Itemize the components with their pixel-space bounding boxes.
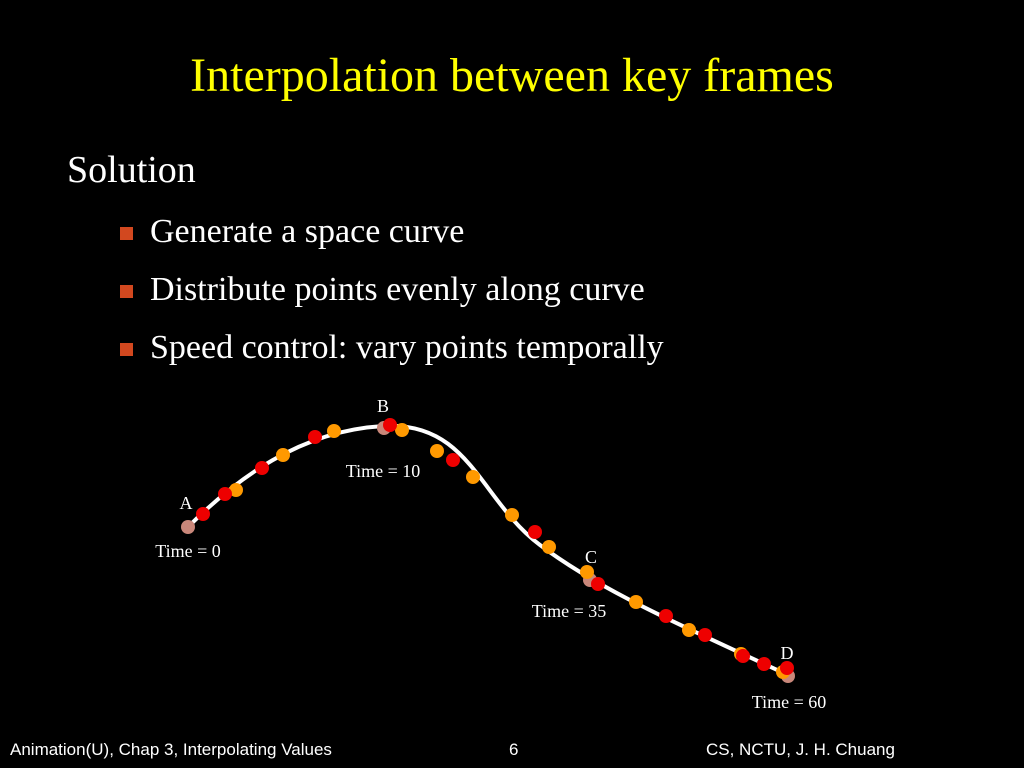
even-point-9 bbox=[629, 595, 643, 609]
even-point-7 bbox=[542, 540, 556, 554]
key-frame-label-b: B bbox=[377, 396, 389, 416]
even-point-6 bbox=[505, 508, 519, 522]
timed-point-12 bbox=[780, 661, 794, 675]
timed-point-7 bbox=[591, 577, 605, 591]
bullet-text: Distribute points evenly along curve bbox=[150, 271, 645, 308]
footer-course-title: Animation(U), Chap 3, Interpolating Valu… bbox=[10, 740, 332, 759]
heading-solution: Solution bbox=[67, 149, 196, 191]
even-point-5 bbox=[466, 470, 480, 484]
even-point-2 bbox=[327, 424, 341, 438]
key-frame-label-d: D bbox=[781, 643, 794, 663]
even-point-8 bbox=[580, 565, 594, 579]
key-frame-label-a: A bbox=[180, 493, 193, 513]
time-label-a: Time = 0 bbox=[155, 541, 221, 561]
footer-page-number: 6 bbox=[509, 740, 519, 759]
timed-point-6 bbox=[528, 525, 542, 539]
time-label-b: Time = 10 bbox=[346, 461, 421, 481]
bullet-text: Generate a space curve bbox=[150, 213, 465, 250]
time-label-d: Time = 60 bbox=[752, 692, 827, 712]
footer-author: CS, NCTU, J. H. Chuang bbox=[706, 740, 895, 759]
bullet-list: Generate a space curve Distribute points… bbox=[118, 210, 664, 384]
bullet-item: Speed control: vary points temporally bbox=[118, 326, 664, 384]
key-frame-point-0 bbox=[181, 520, 195, 534]
time-label-c: Time = 35 bbox=[532, 601, 607, 621]
timed-point-9 bbox=[698, 628, 712, 642]
slide-title: Interpolation between key frames bbox=[190, 49, 834, 102]
even-point-10 bbox=[682, 623, 696, 637]
square-bullet-icon bbox=[120, 343, 133, 356]
even-point-0 bbox=[229, 483, 243, 497]
timed-point-0 bbox=[196, 507, 210, 521]
timed-point-3 bbox=[308, 430, 322, 444]
even-point-1 bbox=[276, 448, 290, 462]
timed-point-5 bbox=[446, 453, 460, 467]
timed-point-4 bbox=[383, 418, 397, 432]
bullet-item: Distribute points evenly along curve bbox=[118, 268, 664, 326]
key-frame-label-c: C bbox=[585, 547, 597, 567]
square-bullet-icon bbox=[120, 285, 133, 298]
bullet-item: Generate a space curve bbox=[118, 210, 664, 268]
timed-point-1 bbox=[218, 487, 232, 501]
timed-point-8 bbox=[659, 609, 673, 623]
square-bullet-icon bbox=[120, 227, 133, 240]
even-point-3 bbox=[395, 423, 409, 437]
timed-point-2 bbox=[255, 461, 269, 475]
timed-point-11 bbox=[757, 657, 771, 671]
time-varied-points bbox=[196, 418, 794, 675]
bullet-text: Speed control: vary points temporally bbox=[150, 329, 664, 366]
timed-point-10 bbox=[736, 649, 750, 663]
even-point-4 bbox=[430, 444, 444, 458]
